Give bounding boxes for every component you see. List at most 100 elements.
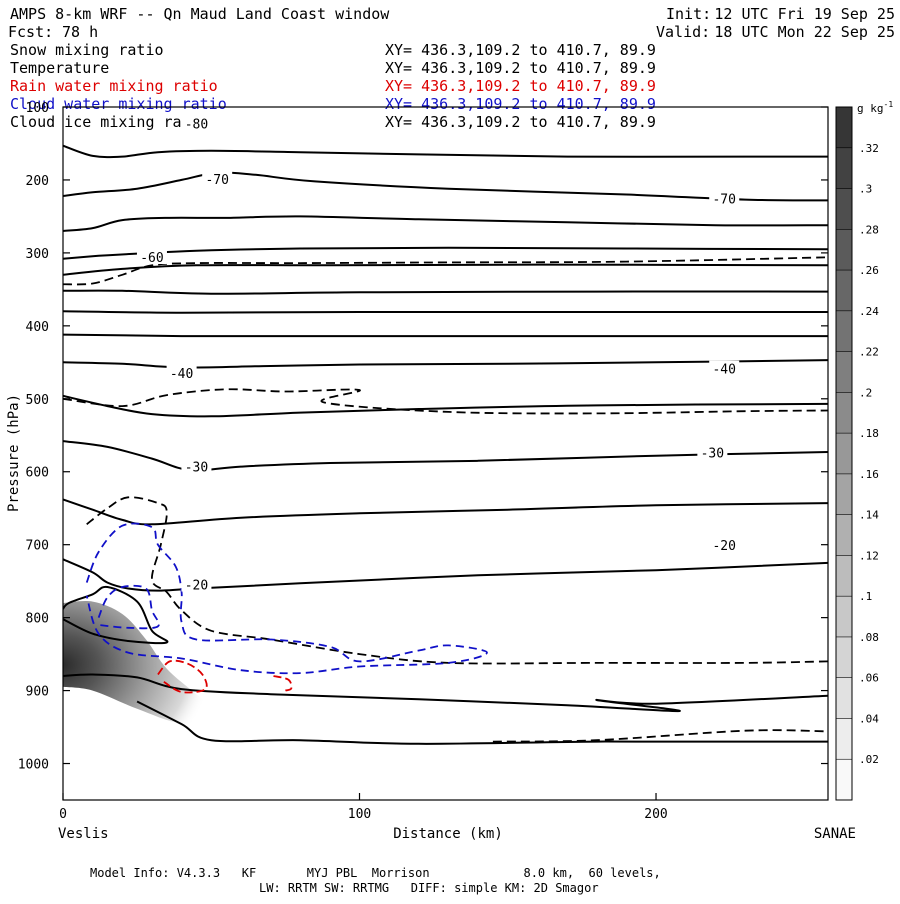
- field-name-3: Cloud water mixing ratio: [10, 95, 227, 113]
- colorbar-cell-12: [836, 270, 852, 312]
- snow-shading: [63, 601, 227, 725]
- temperature-label-8: -20: [185, 579, 208, 594]
- temperature-label-5: -40: [712, 363, 735, 378]
- field-name-2: Rain water mixing ratio: [10, 77, 218, 95]
- colorbar-cell-13: [836, 229, 852, 271]
- temperature-contour-9: [63, 394, 828, 418]
- y-tick-label-4: 500: [26, 393, 49, 408]
- colorbar-tick-label-14: .3: [859, 183, 872, 196]
- cloud-ice-contour-1: [63, 388, 828, 415]
- colorbar-tick-label-9: .2: [859, 386, 872, 399]
- temperature-label-bg-8: [181, 576, 212, 592]
- temperature-contour-2: [63, 215, 828, 232]
- y-tick-label-3: 400: [26, 320, 49, 335]
- temperature-contour-12: [63, 558, 828, 592]
- y-axis-label: Pressure (hPa): [6, 394, 22, 512]
- forecast-label: Fcst:: [8, 23, 53, 41]
- colorbar-tick-label-10: .22: [859, 346, 879, 359]
- colorbar-unit-base: g kg: [857, 102, 884, 115]
- colorbar-cell-15: [836, 147, 852, 189]
- colorbar-cell-11: [836, 310, 852, 352]
- y-tick-label-7: 800: [26, 612, 49, 627]
- field-xy-4: XY= 436.3,109.2 to 410.7, 89.9: [385, 113, 656, 131]
- colorbar-tick-label-4: .1: [859, 590, 872, 603]
- temperature-label-9: -20: [712, 539, 735, 554]
- colorbar-cell-0: [836, 759, 852, 801]
- colorbar-tick-label-1: .04: [859, 712, 879, 725]
- cloud-ice-contour-3: [492, 729, 828, 743]
- colorbar: .02 .04 .06 .08 .1 .12 .14 .16 .18 .2 .22 .24 .26 .28…: [835, 106, 879, 801]
- init-label: Init:: [666, 5, 711, 23]
- field-legend: Snow mixing ratio XY= 436.3,109.2 to 410.…: [10, 41, 656, 131]
- temperature-label-bg-0: [181, 115, 212, 131]
- x-tick-label-2: 200: [644, 807, 667, 822]
- temperature-contour-3: [63, 246, 828, 260]
- rain-water-contour-1: [273, 675, 293, 692]
- y-tick-label-1: 200: [26, 174, 49, 189]
- temperature-label-bg-6: [181, 458, 212, 474]
- temperature-contour-labels: -80 -70 -70 -60 -40 -40 -30 -30 -20 -20: [136, 115, 740, 594]
- temperature-contour-5: [63, 289, 828, 295]
- y-tick-label-0: 100: [26, 101, 49, 116]
- colorbar-cell-9: [836, 392, 852, 434]
- colorbar-tick-label-5: .12: [859, 549, 879, 562]
- colorbar-unit-exponent: -1: [884, 100, 894, 109]
- rain-water-contour-0: [157, 659, 208, 694]
- cloud-ice-contour-2: [86, 496, 828, 665]
- colorbar-cell-3: [836, 636, 852, 679]
- endpoint-left-label: Veslis: [58, 826, 109, 842]
- temperature-contour-8: [63, 359, 828, 369]
- cloud-ice-contour-0: [63, 256, 828, 286]
- field-name-1: Temperature: [10, 59, 109, 77]
- temperature-contour-11: [63, 498, 828, 526]
- temperature-contour-15: [136, 700, 828, 745]
- colorbar-tick-label-0: .02: [859, 753, 879, 766]
- endpoint-right-label: SANAE: [814, 826, 856, 842]
- colorbar-cell-10: [836, 351, 852, 393]
- temperature-label-1: -70: [205, 173, 228, 188]
- cloud-water-contour-1: [97, 584, 160, 630]
- field-xy-0: XY= 436.3,109.2 to 410.7, 89.9: [385, 41, 656, 59]
- colorbar-cell-4: [836, 596, 852, 638]
- colorbar-cell-5: [836, 555, 852, 597]
- x-tick-label-1: 100: [348, 807, 371, 822]
- colorbar-unit: g kg-1: [857, 100, 893, 115]
- temperature-label-bg-3: [136, 249, 167, 265]
- axes: 100 200 300 400 500 600 700 800 900 1000 0 100 200: [18, 101, 828, 822]
- plot-frame: [62, 106, 829, 801]
- temperature-contour-0: [63, 144, 828, 159]
- colorbar-tick-label-6: .14: [859, 509, 879, 522]
- colorbar-tick-label-13: .28: [859, 223, 879, 236]
- colorbar-cell-2: [836, 677, 852, 719]
- colorbar-tick-label-15: .32: [859, 142, 879, 155]
- model-info: Model Info: V4.3.3 KF MYJ PBL Morrison 8…: [90, 866, 661, 880]
- x-axis-label: Distance (km): [393, 826, 503, 842]
- colorbar-tick-label-11: .24: [859, 305, 879, 318]
- temperature-label-bg-7: [697, 444, 728, 460]
- temperature-label-3: -60: [140, 251, 163, 266]
- colorbar-tick-label-2: .06: [859, 672, 879, 685]
- temperature-label-bg-4: [166, 364, 197, 380]
- temperature-label-2: -70: [712, 193, 735, 208]
- chart-title: AMPS 8-km WRF -- Qn Maud Land Coast wind…: [10, 5, 390, 23]
- x-tick-label-0: 0: [59, 807, 67, 822]
- colorbar-tick-label-12: .26: [859, 264, 879, 277]
- colorbar-cell-6: [836, 514, 852, 556]
- colorbar-cell-8: [836, 433, 852, 475]
- temperature-label-bg-2: [709, 190, 740, 206]
- temperature-contour-6: [63, 310, 828, 314]
- temperature-label-7: -30: [701, 447, 724, 462]
- y-tick-label-2: 300: [26, 247, 49, 262]
- temperature-contour-13: [63, 585, 169, 645]
- physics-info: LW: RRTM SW: RRTMG DIFF: simple KM: 2D S…: [259, 881, 599, 895]
- init-value: 12 UTC Fri 19 Sep 25: [714, 5, 895, 23]
- temperature-contour-14: [63, 673, 828, 713]
- temperature-label-4: -40: [170, 367, 193, 382]
- field-xy-2: XY= 436.3,109.2 to 410.7, 89.9: [385, 77, 656, 95]
- colorbar-cell-7: [836, 473, 852, 515]
- y-tick-label-5: 600: [26, 466, 49, 481]
- colorbar-tick-label-7: .16: [859, 468, 879, 481]
- temperature-contour-7: [63, 333, 828, 338]
